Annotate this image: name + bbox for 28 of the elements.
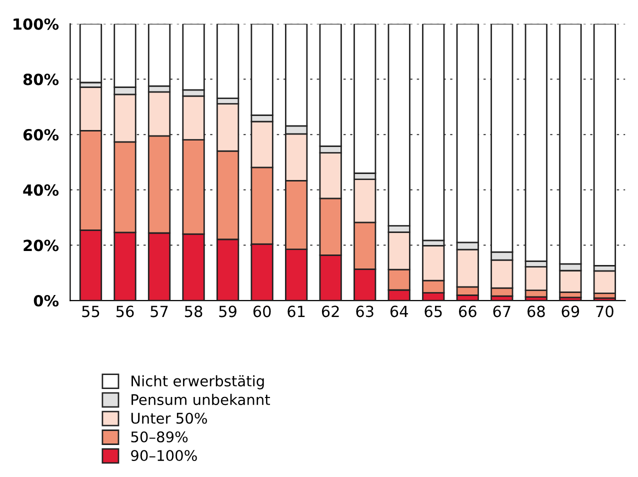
legend-label: Nicht erwerbstätig: [132, 375, 264, 390]
x-tick-label: 60: [253, 306, 271, 318]
x-tick-label: 68: [528, 306, 545, 318]
bar: [593, 270, 616, 294]
legend-label: 50–89%: [131, 431, 188, 442]
legend-label: Pensum unbekannt: [132, 394, 270, 406]
x-tick-label: 63: [356, 306, 374, 318]
x-tick-label: 64: [390, 306, 408, 318]
x-tick-label: 62: [322, 306, 339, 318]
y-tick-label: 100%: [14, 18, 59, 30]
x-tick-label: 65: [424, 306, 442, 318]
y-tick-label: 40%: [23, 184, 59, 196]
y-tick-label: 80%: [23, 74, 59, 86]
x-tick-label: 55: [82, 306, 100, 318]
legend-label: Unter 50%: [131, 412, 207, 424]
x-tick-label: 69: [562, 306, 580, 318]
y-tick-label: 20%: [24, 240, 59, 252]
legend-label: 90–100%: [131, 450, 197, 462]
x-tick-label: 58: [184, 306, 202, 318]
x-tick-label: 57: [150, 306, 168, 318]
y-tick-label: 0%: [34, 294, 59, 307]
x-tick-label: 61: [288, 306, 305, 318]
y-tick-label: 60%: [23, 128, 59, 141]
x-tick-label: 56: [116, 306, 134, 318]
x-tick-label: 66: [458, 306, 476, 318]
x-tick-label: 59: [219, 306, 236, 318]
x-tick-label: 70: [596, 306, 614, 318]
x-tick-label: 67: [493, 306, 510, 318]
